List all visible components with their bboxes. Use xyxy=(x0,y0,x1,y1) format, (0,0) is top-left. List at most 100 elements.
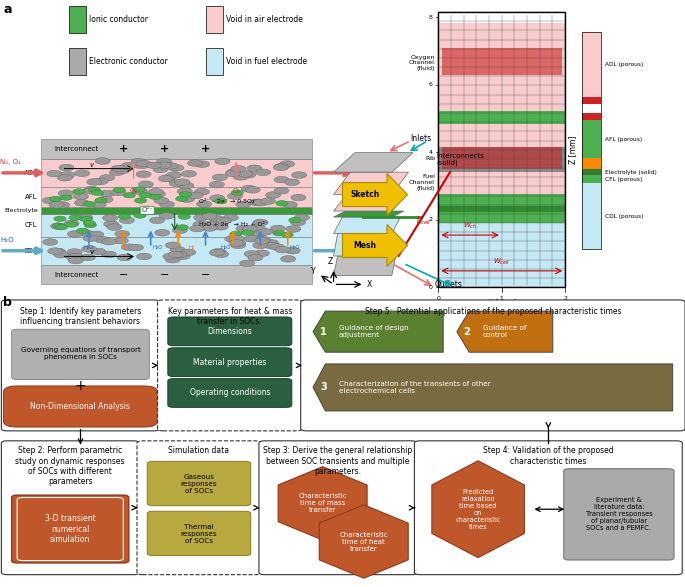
Polygon shape xyxy=(313,364,673,411)
Text: CDL (porous): CDL (porous) xyxy=(605,214,643,218)
FancyBboxPatch shape xyxy=(147,461,251,506)
Bar xyxy=(582,32,601,97)
Bar xyxy=(438,212,565,222)
Text: Interconnect: Interconnect xyxy=(55,272,99,278)
Circle shape xyxy=(87,178,102,185)
Circle shape xyxy=(69,215,82,220)
Circle shape xyxy=(166,172,182,178)
Polygon shape xyxy=(334,195,405,211)
Circle shape xyxy=(103,221,119,227)
Circle shape xyxy=(179,183,194,189)
Circle shape xyxy=(242,230,254,235)
Circle shape xyxy=(67,231,82,237)
Circle shape xyxy=(175,196,188,201)
Circle shape xyxy=(51,223,66,230)
Circle shape xyxy=(211,248,226,255)
Circle shape xyxy=(179,192,192,197)
Circle shape xyxy=(149,188,164,195)
Circle shape xyxy=(80,254,95,261)
Circle shape xyxy=(231,239,246,246)
FancyBboxPatch shape xyxy=(168,348,292,377)
Text: 3: 3 xyxy=(320,382,327,393)
Circle shape xyxy=(121,163,136,169)
Circle shape xyxy=(165,257,180,263)
Circle shape xyxy=(83,221,95,226)
Circle shape xyxy=(98,196,113,203)
Text: Material properties: Material properties xyxy=(193,357,266,367)
Circle shape xyxy=(158,176,173,182)
Bar xyxy=(582,97,601,104)
Circle shape xyxy=(238,171,253,177)
Text: Predicted
relaxation
time based
on
characteristic
times: Predicted relaxation time based on chara… xyxy=(456,489,501,529)
Circle shape xyxy=(210,181,225,188)
Circle shape xyxy=(134,213,146,218)
Text: $W_{cell}$: $W_{cell}$ xyxy=(493,257,510,266)
Circle shape xyxy=(67,249,82,255)
Text: H₂O + 2e⁻ → H₂ + O²⁻: H₂O + 2e⁻ → H₂ + O²⁻ xyxy=(199,221,268,227)
Text: H₂O: H₂O xyxy=(0,237,14,243)
Bar xyxy=(41,158,312,187)
Text: 2: 2 xyxy=(464,326,471,337)
Text: ADL: ADL xyxy=(24,170,38,176)
Bar xyxy=(442,147,562,169)
Text: Z: Z xyxy=(328,258,334,266)
Circle shape xyxy=(170,247,185,253)
Text: +: + xyxy=(201,144,210,154)
Text: +: + xyxy=(160,144,169,154)
Circle shape xyxy=(242,225,258,232)
Bar xyxy=(582,32,601,249)
Text: Ionic conductor: Ionic conductor xyxy=(89,15,148,24)
Circle shape xyxy=(163,163,178,169)
FancyBboxPatch shape xyxy=(1,441,139,575)
Circle shape xyxy=(195,161,210,167)
Circle shape xyxy=(169,180,184,187)
Bar xyxy=(41,187,312,207)
Circle shape xyxy=(138,181,153,188)
Circle shape xyxy=(285,247,300,254)
FancyBboxPatch shape xyxy=(1,300,160,431)
Circle shape xyxy=(229,231,242,237)
Circle shape xyxy=(163,253,178,259)
Circle shape xyxy=(133,187,145,192)
Circle shape xyxy=(84,187,99,194)
Circle shape xyxy=(254,250,269,257)
Circle shape xyxy=(216,217,232,224)
Circle shape xyxy=(103,215,118,221)
Circle shape xyxy=(129,244,144,251)
FancyBboxPatch shape xyxy=(259,441,417,575)
Bar xyxy=(582,164,601,170)
Text: H₂O: H₂O xyxy=(289,245,300,250)
Circle shape xyxy=(292,172,307,178)
FancyBboxPatch shape xyxy=(3,386,158,427)
Text: Guidance of
control: Guidance of control xyxy=(483,325,526,338)
Bar xyxy=(438,23,565,111)
Circle shape xyxy=(240,260,255,266)
Text: Experiment &
literature data:
Transient responses
of planar/tubular
SOCs and a P: Experiment & literature data: Transient … xyxy=(586,497,652,531)
Bar xyxy=(438,12,565,288)
Circle shape xyxy=(244,235,259,242)
Circle shape xyxy=(190,225,205,232)
Circle shape xyxy=(136,171,151,177)
Text: 8: 8 xyxy=(429,15,433,20)
Circle shape xyxy=(95,237,110,243)
Text: Z [mm]: Z [mm] xyxy=(569,136,577,164)
Text: −: − xyxy=(119,269,128,279)
Circle shape xyxy=(260,198,275,204)
Text: O₂: O₂ xyxy=(129,188,138,194)
Text: N₂, O₂: N₂, O₂ xyxy=(0,159,21,165)
Text: X: X xyxy=(366,280,372,289)
Text: O²⁻: O²⁻ xyxy=(141,207,153,213)
Circle shape xyxy=(281,255,296,262)
Circle shape xyxy=(249,199,264,205)
Bar xyxy=(41,265,312,285)
Polygon shape xyxy=(334,234,396,256)
Circle shape xyxy=(254,238,269,244)
Text: Characteristic
time of heat
transfer: Characteristic time of heat transfer xyxy=(340,531,388,552)
Text: H₂O: H₂O xyxy=(221,245,232,250)
Polygon shape xyxy=(457,311,553,352)
Bar xyxy=(206,6,223,33)
Bar xyxy=(582,183,601,249)
Circle shape xyxy=(114,167,129,174)
Circle shape xyxy=(47,170,62,177)
Circle shape xyxy=(42,197,58,204)
